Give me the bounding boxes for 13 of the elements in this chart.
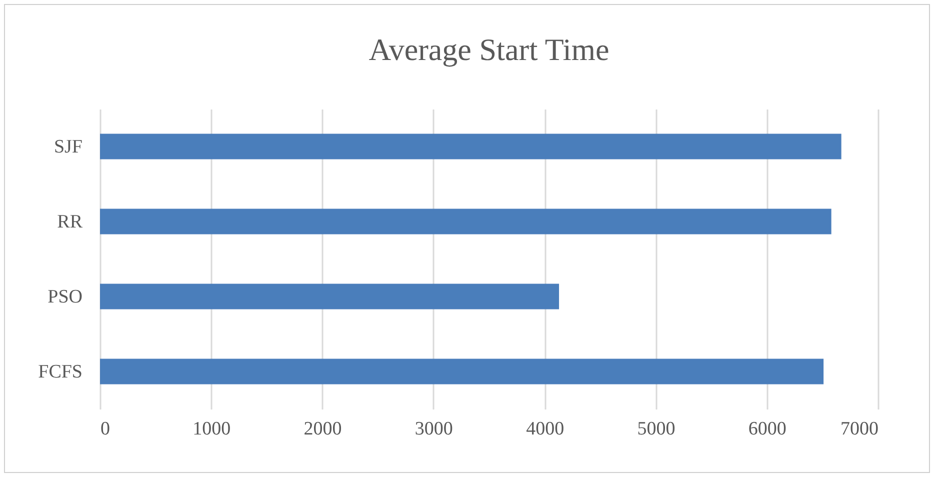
y-tick-label: FCFS [38, 362, 82, 382]
y-tick-label: RR [57, 212, 83, 232]
x-tick-label: 2000 [304, 418, 342, 440]
chart-title: Average Start Time [368, 32, 610, 67]
x-tick-label: 3000 [414, 418, 453, 440]
x-tick-label: 5000 [637, 418, 676, 440]
y-tick-label: PSO [48, 286, 82, 308]
x-tick-label: 1000 [192, 418, 231, 440]
x-tick-label: 6000 [748, 418, 786, 440]
x-tick-label: 0 [100, 418, 110, 440]
y-tick-label: SJF [54, 136, 82, 158]
x-tick-label: 4000 [526, 418, 564, 440]
x-tick-label: 7000 [840, 418, 878, 440]
